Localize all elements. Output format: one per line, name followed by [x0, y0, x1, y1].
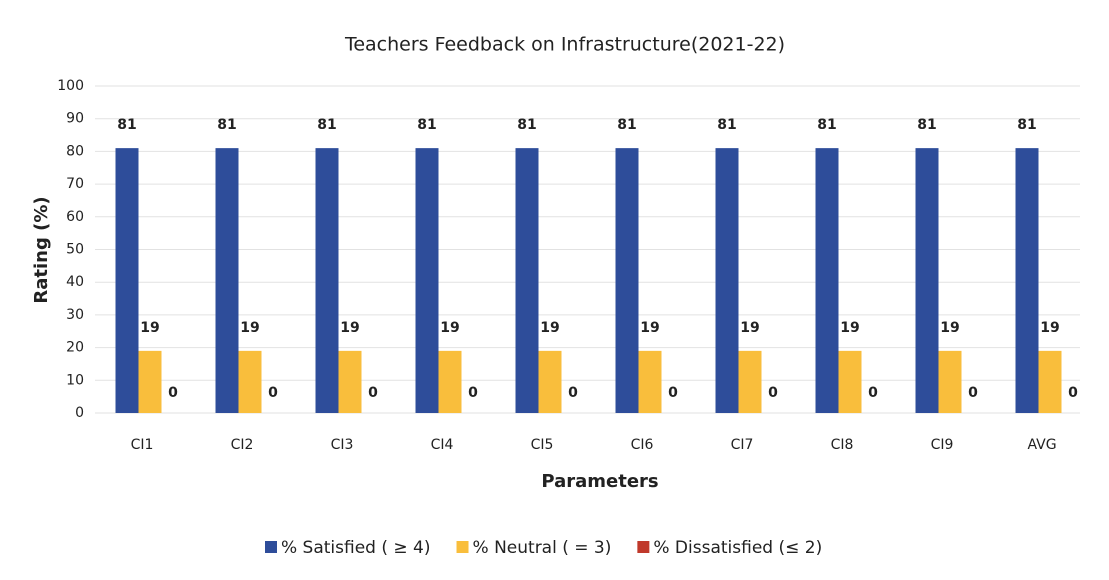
data-label: 0	[368, 385, 378, 401]
legend-swatch	[456, 541, 469, 553]
y-axis-title: Rating (%)	[31, 196, 52, 303]
chart-title: Teachers Feedback on Infrastructure(2021…	[344, 34, 785, 56]
data-label: 19	[140, 320, 159, 336]
y-tick-label: 80	[66, 143, 84, 159]
data-label: 81	[717, 117, 736, 133]
data-label: 0	[768, 385, 778, 401]
bar	[1038, 350, 1062, 413]
y-tick-label: 100	[57, 78, 84, 94]
data-label: 19	[540, 320, 559, 336]
y-tick-label: 10	[66, 372, 84, 388]
data-label: 81	[517, 117, 536, 133]
y-tick-label: 60	[66, 209, 84, 225]
bar	[915, 148, 939, 413]
bar	[338, 350, 362, 413]
x-tick-label: CI7	[731, 437, 754, 453]
y-tick-label: 0	[75, 405, 84, 421]
bar	[415, 148, 439, 413]
data-label: 0	[168, 385, 178, 401]
data-label: 19	[340, 320, 359, 336]
data-label: 0	[968, 385, 978, 401]
y-tick-label: 90	[66, 111, 84, 127]
data-label: 0	[568, 385, 578, 401]
bar	[215, 148, 239, 413]
y-tick-label: 50	[66, 242, 84, 258]
y-tick-label: 40	[66, 274, 84, 290]
y-tick-label: 20	[66, 340, 84, 356]
x-tick-label: CI8	[831, 437, 854, 453]
bar	[838, 350, 862, 413]
data-label: 0	[1068, 385, 1078, 401]
legend-label: % Neutral ( = 3)	[473, 538, 612, 558]
bar	[738, 350, 762, 413]
data-label: 81	[117, 117, 136, 133]
x-tick-label: AVG	[1027, 437, 1056, 453]
legend-swatch	[637, 541, 650, 553]
bar	[438, 350, 462, 413]
x-tick-label: CI2	[231, 437, 254, 453]
data-label: 81	[317, 117, 336, 133]
bar	[115, 148, 139, 413]
data-label: 19	[640, 320, 659, 336]
bar	[515, 148, 539, 413]
bar	[715, 148, 739, 413]
legend-swatch	[265, 541, 277, 553]
x-tick-label: CI6	[631, 437, 654, 453]
data-label: 19	[940, 320, 959, 336]
data-label: 19	[440, 320, 459, 336]
data-label: 81	[417, 117, 436, 133]
x-tick-label: CI5	[531, 437, 554, 453]
bar	[315, 148, 339, 413]
x-tick-label: CI1	[131, 437, 154, 453]
data-label: 81	[1017, 117, 1036, 133]
data-label: 19	[840, 320, 859, 336]
x-axis-title: Parameters	[541, 471, 658, 492]
bar	[138, 350, 162, 413]
data-label: 0	[668, 385, 678, 401]
data-label: 19	[1040, 320, 1059, 336]
bar	[238, 350, 262, 413]
data-label: 81	[917, 117, 936, 133]
bar	[638, 350, 662, 413]
data-label: 0	[268, 385, 278, 401]
bar	[815, 148, 839, 413]
x-tick-label: CI4	[431, 437, 454, 453]
bar	[615, 148, 639, 413]
data-label: 81	[217, 117, 236, 133]
x-tick-label: CI3	[331, 437, 354, 453]
y-tick-label: 70	[66, 176, 84, 192]
data-label: 0	[868, 385, 878, 401]
legend-label: % Satisfied ( ≥ 4)	[281, 538, 431, 558]
data-label: 81	[817, 117, 836, 133]
legend-label: % Dissatisfied (≤ 2)	[653, 538, 822, 558]
bar	[538, 350, 562, 413]
bar	[938, 350, 962, 413]
x-tick-label: CI9	[931, 437, 954, 453]
data-label: 19	[240, 320, 259, 336]
data-label: 81	[617, 117, 636, 133]
bar	[1015, 148, 1039, 413]
data-label: 0	[468, 385, 478, 401]
y-tick-label: 30	[66, 307, 84, 323]
data-label: 19	[740, 320, 759, 336]
